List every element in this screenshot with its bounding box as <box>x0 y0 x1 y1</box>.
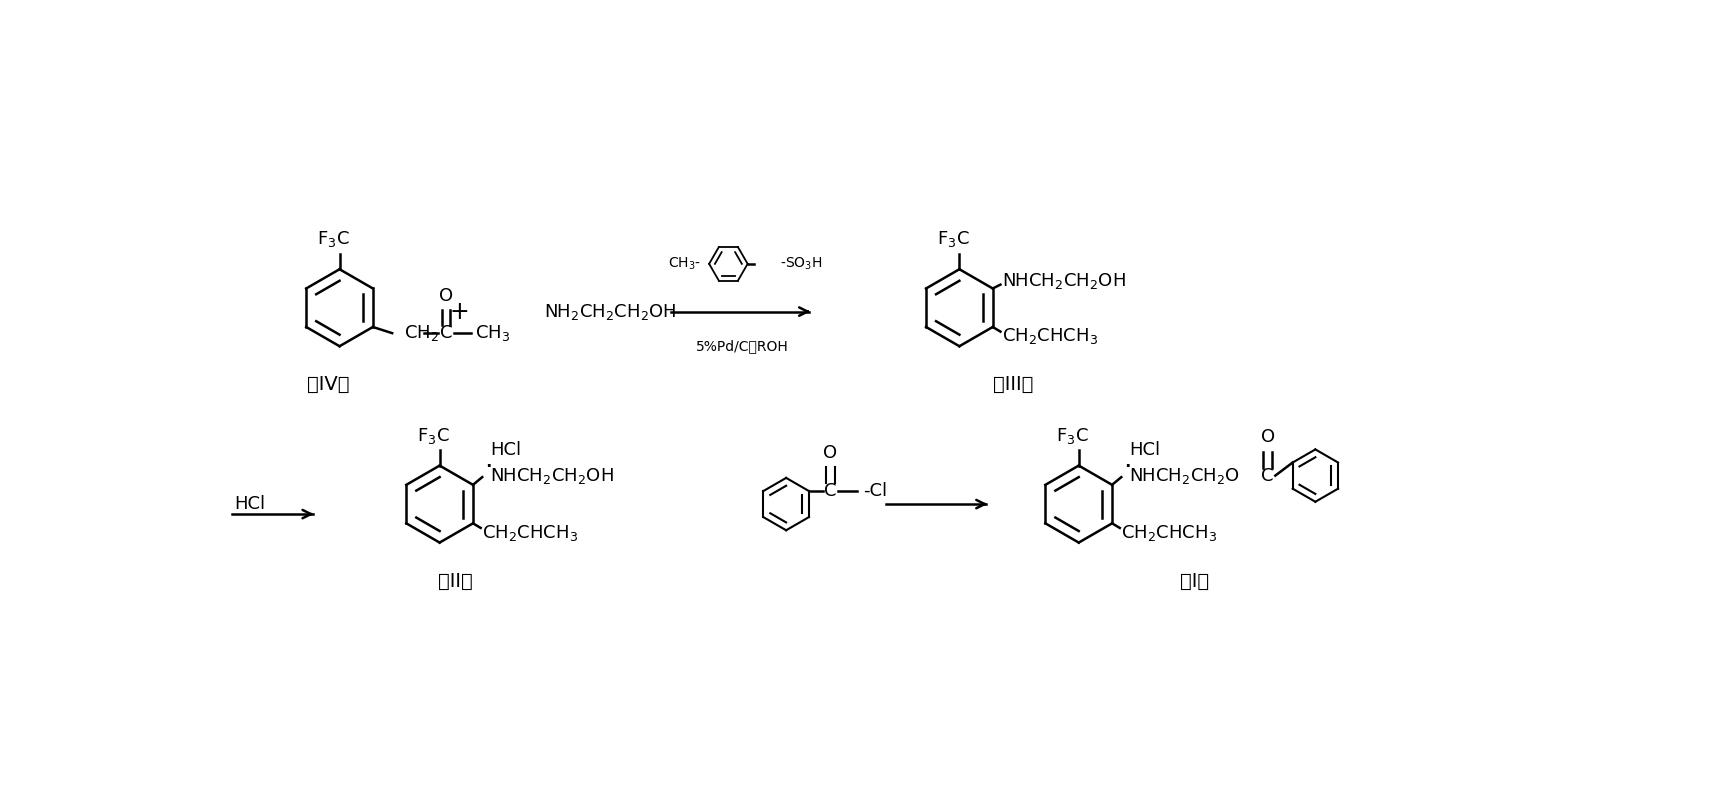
Text: F$_3$C: F$_3$C <box>938 229 969 249</box>
Text: CH$_2$: CH$_2$ <box>404 323 439 343</box>
Text: F$_3$C: F$_3$C <box>1057 426 1090 445</box>
Text: NH$_2$CH$_2$CH$_2$OH: NH$_2$CH$_2$CH$_2$OH <box>544 301 675 322</box>
Text: （IV）: （IV） <box>307 375 349 394</box>
Text: CH$_3$-: CH$_3$- <box>668 256 701 272</box>
Text: NHCH$_2$CH$_2$OH: NHCH$_2$CH$_2$OH <box>490 466 613 486</box>
Text: ·: · <box>484 455 492 481</box>
Text: F$_3$C: F$_3$C <box>418 426 449 445</box>
Text: F$_3$C: F$_3$C <box>318 229 349 249</box>
Text: CH$_3$: CH$_3$ <box>475 323 511 343</box>
Text: HCl: HCl <box>1129 442 1161 459</box>
Text: C: C <box>1261 467 1275 485</box>
Text: -SO$_3$H: -SO$_3$H <box>781 256 822 272</box>
Text: C: C <box>440 324 452 342</box>
Text: NHCH$_2$CH$_2$OH: NHCH$_2$CH$_2$OH <box>1002 271 1126 290</box>
Text: O: O <box>439 286 452 305</box>
Text: C: C <box>824 482 836 500</box>
Text: O: O <box>824 444 838 462</box>
Text: O: O <box>1261 428 1275 446</box>
Text: NHCH$_2$CH$_2$O: NHCH$_2$CH$_2$O <box>1129 466 1240 486</box>
Text: ·: · <box>1123 455 1131 481</box>
Text: HCl: HCl <box>490 442 522 459</box>
Text: HCl: HCl <box>235 495 266 513</box>
Text: +: + <box>449 300 468 323</box>
Text: CH$_2$CHCH$_3$: CH$_2$CHCH$_3$ <box>1002 327 1098 346</box>
Text: 5%Pd/C，ROH: 5%Pd/C，ROH <box>696 339 789 353</box>
Text: （III）: （III） <box>993 375 1033 394</box>
Text: （I）: （I） <box>1180 571 1209 590</box>
Text: -Cl: -Cl <box>864 482 888 500</box>
Text: （II）: （II） <box>437 571 473 590</box>
Text: CH$_2$CHCH$_3$: CH$_2$CHCH$_3$ <box>482 523 579 542</box>
Text: CH$_2$CHCH$_3$: CH$_2$CHCH$_3$ <box>1121 523 1218 542</box>
